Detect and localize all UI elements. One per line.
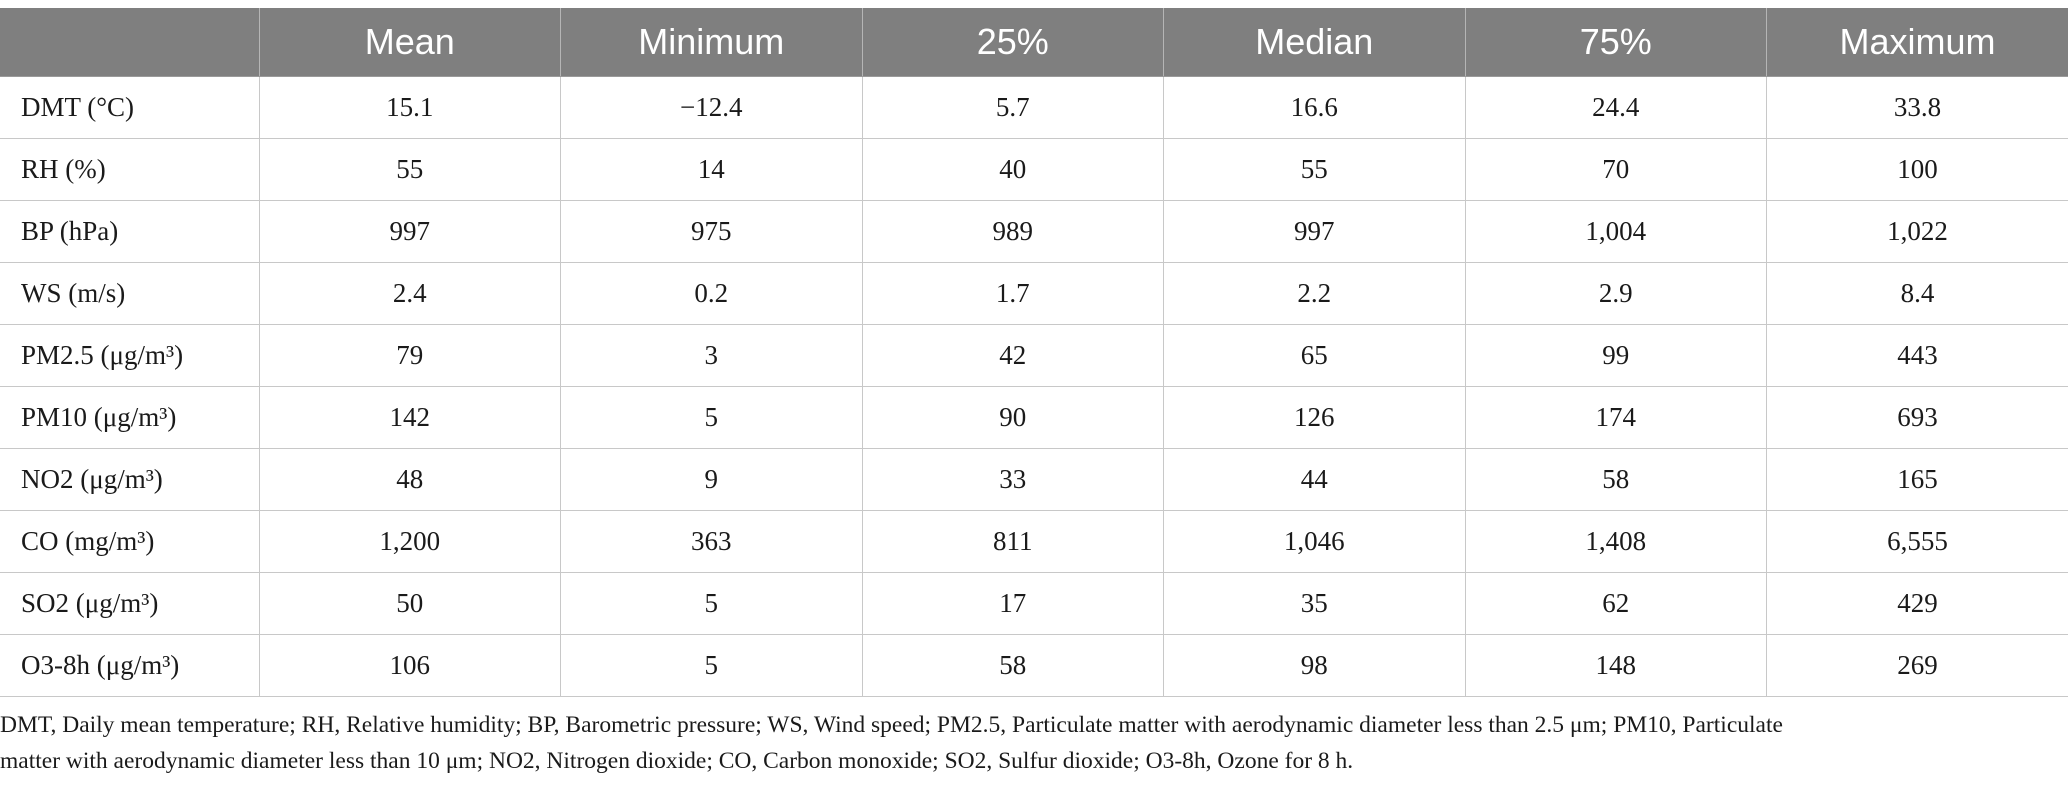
header-cell-mean: Mean [258, 8, 561, 77]
p25-cell: 811 [861, 510, 1164, 573]
p25-cell: 33 [861, 448, 1164, 511]
row-label-cell: CO (mg/m³) [0, 510, 259, 573]
header-cell-minimum: Minimum [560, 8, 862, 77]
mean-cell: 106 [258, 634, 561, 697]
row-label-cell: WS (m/s) [0, 262, 259, 325]
table-row: PM2.5 (μg/m³) 79 3 42 65 99 443 [0, 324, 2068, 387]
minimum-cell: 9 [560, 448, 862, 511]
p75-cell: 174 [1464, 386, 1767, 449]
row-label-cell: PM10 (μg/m³) [0, 386, 259, 449]
table-row: DMT (°C) 15.1 −12.4 5.7 16.6 24.4 33.8 [0, 76, 2068, 139]
p75-cell: 148 [1464, 634, 1767, 697]
median-cell: 44 [1163, 448, 1465, 511]
maximum-cell: 269 [1766, 634, 2068, 697]
summary-statistics-table: Mean Minimum 25% Median 75% Maximum DMT … [0, 8, 2068, 697]
p25-cell: 90 [861, 386, 1164, 449]
median-cell: 1,046 [1163, 510, 1465, 573]
minimum-cell: 3 [560, 324, 862, 387]
header-cell-maximum: Maximum [1766, 8, 2068, 77]
p75-cell: 99 [1464, 324, 1767, 387]
maximum-cell: 443 [1766, 324, 2068, 387]
mean-cell: 79 [258, 324, 561, 387]
table-row: BP (hPa) 997 975 989 997 1,004 1,022 [0, 200, 2068, 263]
summary-table-container: Mean Minimum 25% Median 75% Maximum DMT … [0, 8, 2068, 697]
table-row: NO2 (μg/m³) 48 9 33 44 58 165 [0, 448, 2068, 511]
p25-cell: 58 [861, 634, 1164, 697]
row-label-cell: O3-8h (μg/m³) [0, 634, 259, 697]
row-label-cell: BP (hPa) [0, 200, 259, 263]
p75-cell: 1,004 [1464, 200, 1767, 263]
minimum-cell: 5 [560, 572, 862, 635]
mean-cell: 142 [258, 386, 561, 449]
table-row: SO2 (μg/m³) 50 5 17 35 62 429 [0, 572, 2068, 635]
p75-cell: 62 [1464, 572, 1767, 635]
mean-cell: 2.4 [258, 262, 561, 325]
median-cell: 16.6 [1163, 76, 1465, 139]
maximum-cell: 1,022 [1766, 200, 2068, 263]
row-label-cell: RH (%) [0, 138, 259, 201]
mean-cell: 55 [258, 138, 561, 201]
p25-cell: 17 [861, 572, 1164, 635]
p75-cell: 58 [1464, 448, 1767, 511]
minimum-cell: 0.2 [560, 262, 862, 325]
table-row: O3-8h (μg/m³) 106 5 58 98 148 269 [0, 634, 2068, 697]
p75-cell: 70 [1464, 138, 1767, 201]
maximum-cell: 33.8 [1766, 76, 2068, 139]
mean-cell: 15.1 [258, 76, 561, 139]
median-cell: 2.2 [1163, 262, 1465, 325]
minimum-cell: −12.4 [560, 76, 862, 139]
footnote-line: matter with aerodynamic diameter less th… [0, 748, 1354, 774]
mean-cell: 50 [258, 572, 561, 635]
median-cell: 35 [1163, 572, 1465, 635]
maximum-cell: 6,555 [1766, 510, 2068, 573]
minimum-cell: 14 [560, 138, 862, 201]
table-body: DMT (°C) 15.1 −12.4 5.7 16.6 24.4 33.8 RH (%) 55… [0, 76, 2068, 697]
p25-cell: 1.7 [861, 262, 1164, 325]
mean-cell: 1,200 [258, 510, 561, 573]
p75-cell: 24.4 [1464, 76, 1767, 139]
header-cell-75-percentile: 75% [1464, 8, 1767, 77]
row-label-cell: PM2.5 (μg/m³) [0, 324, 259, 387]
maximum-cell: 429 [1766, 572, 2068, 635]
header-cell-25-percentile: 25% [861, 8, 1164, 77]
maximum-cell: 693 [1766, 386, 2068, 449]
table-header-row: Mean Minimum 25% Median 75% Maximum [0, 8, 2068, 77]
minimum-cell: 363 [560, 510, 862, 573]
row-label-cell: NO2 (μg/m³) [0, 448, 259, 511]
maximum-cell: 8.4 [1766, 262, 2068, 325]
header-cell-blank [0, 8, 259, 77]
table-row: CO (mg/m³) 1,200 363 811 1,046 1,408 6,555 [0, 510, 2068, 573]
footnote-line: DMT, Daily mean temperature; RH, Relativ… [0, 712, 1783, 738]
header-cell-median: Median [1163, 8, 1465, 77]
p25-cell: 989 [861, 200, 1164, 263]
p75-cell: 1,408 [1464, 510, 1767, 573]
median-cell: 98 [1163, 634, 1465, 697]
minimum-cell: 975 [560, 200, 862, 263]
mean-cell: 48 [258, 448, 561, 511]
table-footnote: DMT, Daily mean temperature; RH, Relativ… [0, 707, 2060, 779]
p75-cell: 2.9 [1464, 262, 1767, 325]
median-cell: 997 [1163, 200, 1465, 263]
maximum-cell: 100 [1766, 138, 2068, 201]
row-label-cell: SO2 (μg/m³) [0, 572, 259, 635]
table-row: PM10 (μg/m³) 142 5 90 126 174 693 [0, 386, 2068, 449]
median-cell: 55 [1163, 138, 1465, 201]
maximum-cell: 165 [1766, 448, 2068, 511]
minimum-cell: 5 [560, 386, 862, 449]
p25-cell: 5.7 [861, 76, 1164, 139]
median-cell: 65 [1163, 324, 1465, 387]
p25-cell: 42 [861, 324, 1164, 387]
minimum-cell: 5 [560, 634, 862, 697]
table-row: WS (m/s) 2.4 0.2 1.7 2.2 2.9 8.4 [0, 262, 2068, 325]
table-row: RH (%) 55 14 40 55 70 100 [0, 138, 2068, 201]
mean-cell: 997 [258, 200, 561, 263]
row-label-cell: DMT (°C) [0, 76, 259, 139]
median-cell: 126 [1163, 386, 1465, 449]
p25-cell: 40 [861, 138, 1164, 201]
